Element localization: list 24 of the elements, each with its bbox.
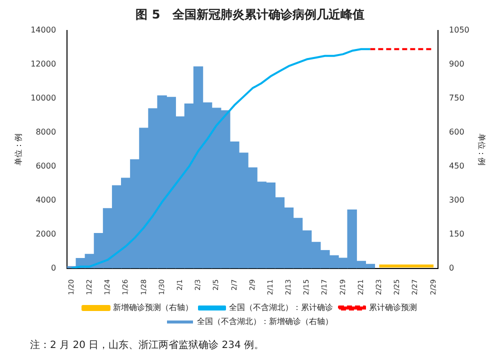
- y-tick-label: 14000: [30, 25, 56, 34]
- y2-tick-label: 600: [449, 127, 464, 136]
- y-tick-label: 8000: [36, 127, 56, 136]
- y-tick-label: 6000: [36, 161, 56, 170]
- y-tick-label: 4000: [36, 195, 56, 204]
- y2-tick-label: 450: [449, 161, 464, 170]
- y2-axis-title: 单位：例: [477, 133, 486, 166]
- legend-label: 全国（不含湖北）：累计确诊: [229, 303, 333, 312]
- chart-title: 图 5 全国新冠肺炎累计确诊病例几近峰值: [136, 7, 364, 22]
- text: 注：2 月 20 日，山东、浙江两省监狱确诊 234 例。: [30, 339, 264, 351]
- legend-label: 全国（不含湖北）：新增确诊（右轴）: [197, 317, 333, 326]
- y2-tick-label: 1050: [449, 25, 470, 34]
- y-axis-title: 单位：例: [14, 133, 23, 166]
- y2-tick-label: 300: [449, 195, 464, 204]
- y2-tick-label: 0: [449, 263, 454, 272]
- y2-tick-label: 750: [449, 93, 464, 102]
- legend-label: 累计确诊预测: [369, 303, 417, 312]
- y2-tick-label: 150: [449, 229, 464, 238]
- y-tick-label: 2000: [36, 229, 56, 238]
- y2-tick-label: 900: [449, 59, 464, 68]
- y-tick-label: 10000: [30, 93, 56, 102]
- legend-label: 新增确诊预测（右轴）: [113, 303, 193, 312]
- y-tick-label: 0: [50, 263, 56, 272]
- y-tick-label: 12000: [30, 59, 56, 68]
